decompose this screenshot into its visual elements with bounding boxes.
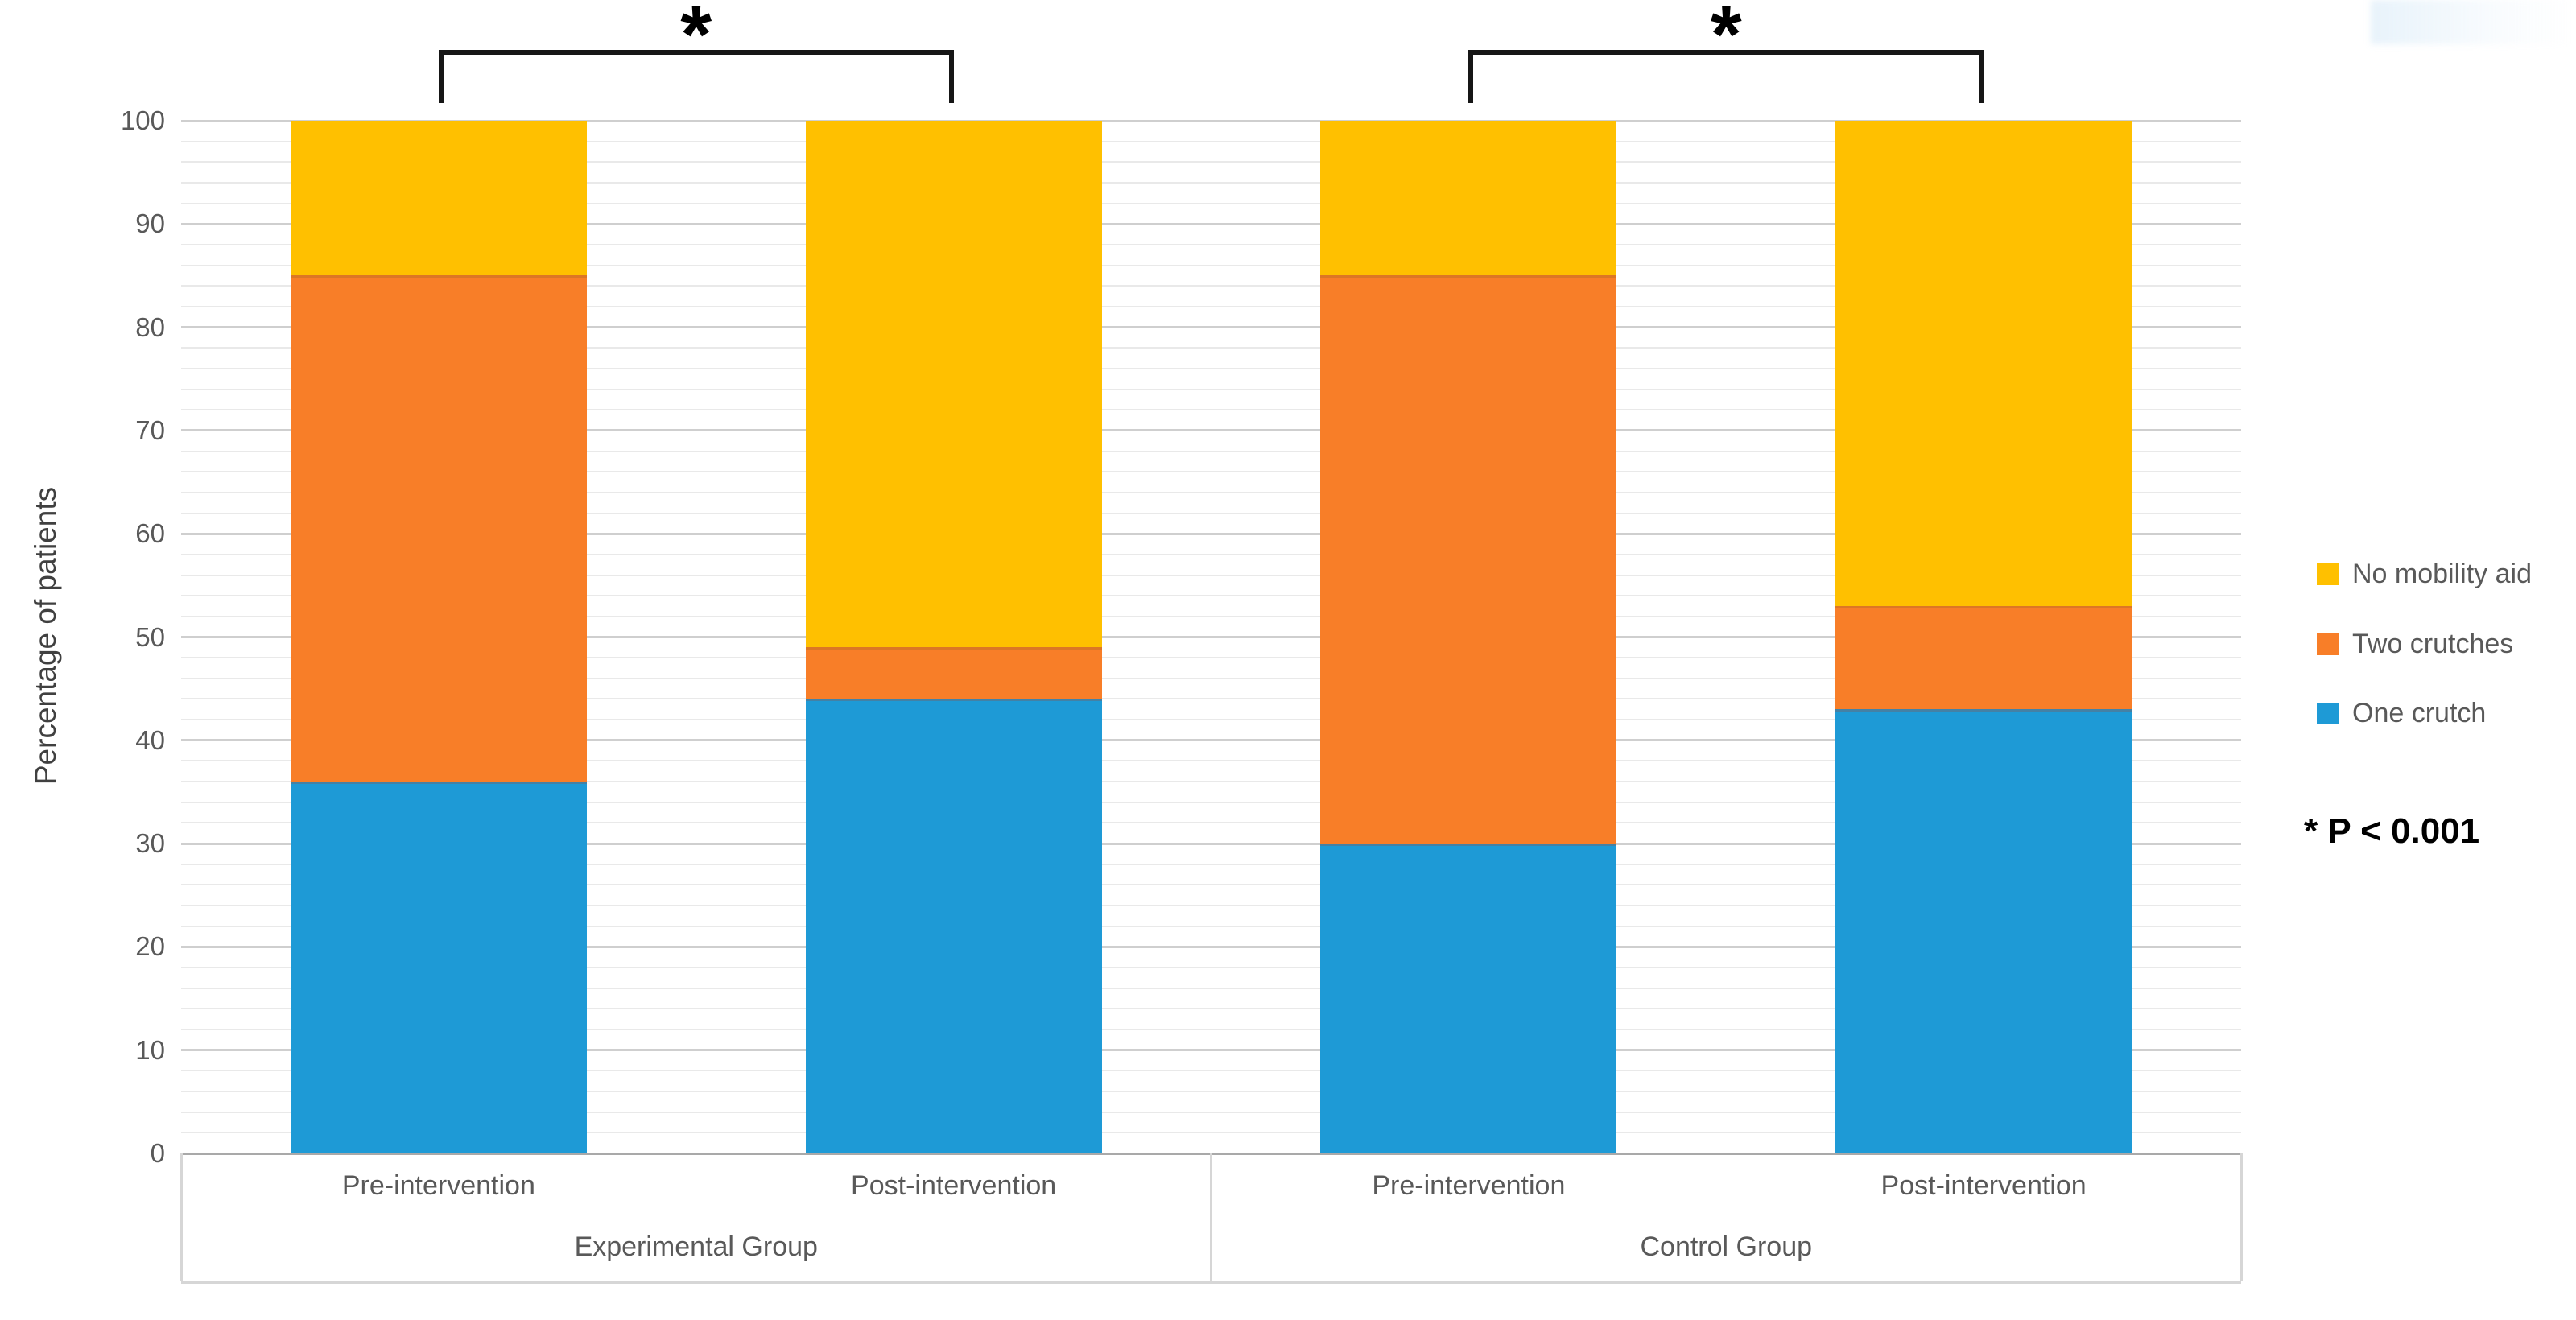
y-tick-label: 40 bbox=[135, 724, 165, 755]
major-gridline bbox=[181, 739, 2241, 742]
bar-segment-no-mobility-aid bbox=[290, 121, 587, 276]
minor-gridline bbox=[181, 698, 2241, 700]
minor-gridline bbox=[181, 388, 2241, 390]
category-label: Post-intervention bbox=[1880, 1170, 2087, 1201]
major-gridline bbox=[181, 326, 2241, 329]
bar-segment-no-mobility-aid bbox=[1835, 121, 2132, 606]
category-label: Pre-intervention bbox=[341, 1170, 535, 1201]
y-tick-label: 90 bbox=[135, 208, 165, 239]
minor-gridline bbox=[181, 140, 2241, 142]
category-box-bottom-line bbox=[181, 1281, 2241, 1284]
minor-gridline bbox=[181, 367, 2241, 369]
minor-gridline bbox=[181, 595, 2241, 597]
significance-bracket bbox=[438, 50, 954, 103]
legend-swatch bbox=[2317, 633, 2339, 655]
category-box-edge-line bbox=[2240, 1153, 2243, 1281]
major-gridline bbox=[181, 119, 2241, 122]
minor-gridline bbox=[181, 181, 2241, 184]
minor-gridline bbox=[181, 491, 2241, 493]
major-gridline bbox=[181, 636, 2241, 638]
minor-gridline bbox=[181, 1070, 2241, 1072]
minor-gridline bbox=[181, 657, 2241, 659]
minor-gridline bbox=[181, 243, 2241, 245]
major-gridline bbox=[181, 222, 2241, 225]
bar-segment-one-crutch bbox=[1835, 709, 2132, 1153]
minor-gridline bbox=[181, 553, 2241, 555]
y-tick-label: 10 bbox=[135, 1034, 165, 1065]
bar-segment-no-mobility-aid bbox=[1320, 121, 1617, 276]
minor-gridline bbox=[181, 1091, 2241, 1093]
minor-gridline bbox=[181, 409, 2241, 411]
minor-gridline bbox=[181, 615, 2241, 617]
legend-label: One crutch bbox=[2352, 698, 2487, 728]
y-tick-label: 80 bbox=[135, 311, 165, 342]
minor-gridline bbox=[181, 822, 2241, 824]
minor-gridline bbox=[181, 1008, 2241, 1010]
bar-segment-one-crutch bbox=[805, 699, 1102, 1153]
minor-gridline bbox=[181, 347, 2241, 349]
y-tick-label: 70 bbox=[135, 415, 165, 445]
minor-gridline bbox=[181, 1029, 2241, 1031]
category-box-edge-line bbox=[180, 1153, 183, 1281]
legend-swatch bbox=[2317, 563, 2339, 585]
bar-segment-one-crutch bbox=[1320, 844, 1617, 1153]
minor-gridline bbox=[181, 719, 2241, 721]
bar-segment-one-crutch bbox=[290, 782, 587, 1153]
legend-swatch bbox=[2317, 703, 2339, 724]
minor-gridline bbox=[181, 264, 2241, 266]
bar-segment-two-crutches bbox=[1320, 275, 1617, 844]
major-gridline bbox=[181, 945, 2241, 948]
major-gridline bbox=[181, 429, 2241, 432]
minor-gridline bbox=[181, 987, 2241, 989]
minor-gridline bbox=[181, 967, 2241, 969]
minor-gridline bbox=[181, 925, 2241, 927]
minor-gridline bbox=[181, 677, 2241, 679]
legend-label: No mobility aid bbox=[2352, 559, 2532, 589]
group-label: Control Group bbox=[1640, 1231, 1813, 1262]
group-label: Experimental Group bbox=[574, 1231, 818, 1262]
minor-gridline bbox=[181, 285, 2241, 287]
minor-gridline bbox=[181, 471, 2241, 473]
minor-gridline bbox=[181, 801, 2241, 803]
y-tick-label: 30 bbox=[135, 828, 165, 859]
minor-gridline bbox=[181, 1111, 2241, 1113]
category-label: Pre-intervention bbox=[1372, 1170, 1566, 1201]
bar-segment-no-mobility-aid bbox=[805, 121, 1102, 648]
significance-asterisk: * bbox=[680, 0, 712, 80]
y-tick-label: 20 bbox=[135, 931, 165, 962]
major-gridline bbox=[181, 532, 2241, 535]
minor-gridline bbox=[181, 450, 2241, 452]
minor-gridline bbox=[181, 760, 2241, 762]
category-label: Post-intervention bbox=[851, 1170, 1057, 1201]
legend-label: Two crutches bbox=[2352, 629, 2514, 659]
minor-gridline bbox=[181, 202, 2241, 204]
minor-gridline bbox=[181, 161, 2241, 163]
y-tick-label: 100 bbox=[120, 105, 165, 135]
corner-artifact bbox=[2371, 0, 2572, 44]
y-axis-title: Percentage of patients bbox=[29, 486, 62, 786]
bar-segment-two-crutches bbox=[805, 647, 1102, 699]
minor-gridline bbox=[181, 863, 2241, 865]
minor-gridline bbox=[181, 905, 2241, 907]
p-value-note: * P < 0.001 bbox=[2304, 811, 2480, 851]
bar-segment-two-crutches bbox=[1835, 606, 2132, 710]
minor-gridline bbox=[181, 305, 2241, 307]
y-tick-label: 60 bbox=[135, 518, 165, 549]
minor-gridline bbox=[181, 884, 2241, 886]
significance-asterisk: * bbox=[1710, 0, 1742, 80]
major-gridline bbox=[181, 842, 2241, 845]
bar-segment-two-crutches bbox=[290, 275, 587, 782]
minor-gridline bbox=[181, 1132, 2241, 1134]
significance-bracket bbox=[1468, 50, 1984, 103]
group-divider-line bbox=[1210, 1153, 1212, 1281]
minor-gridline bbox=[181, 574, 2241, 576]
minor-gridline bbox=[181, 512, 2241, 514]
y-tick-label: 50 bbox=[135, 621, 165, 652]
major-gridline bbox=[181, 1049, 2241, 1052]
minor-gridline bbox=[181, 781, 2241, 783]
y-tick-label: 0 bbox=[150, 1138, 165, 1168]
